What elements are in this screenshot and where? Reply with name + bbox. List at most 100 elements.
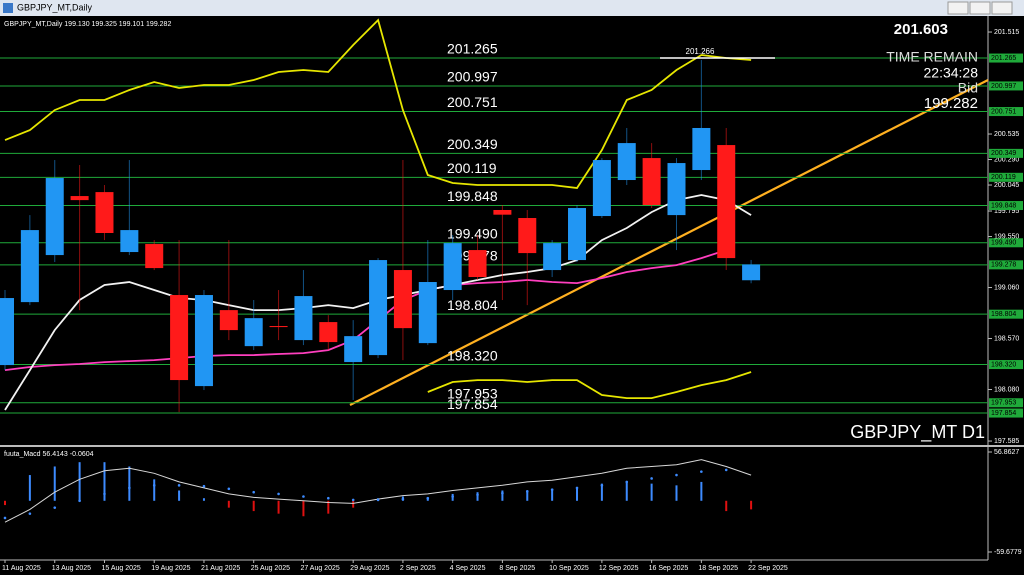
candle-body — [145, 244, 164, 269]
signal-dot — [451, 495, 454, 498]
histogram-bar — [28, 475, 31, 501]
y-tick-label: 198.080 — [994, 386, 1019, 393]
candle-body — [0, 298, 14, 366]
candle-body — [667, 163, 686, 216]
level-box — [989, 309, 1023, 319]
level-label: 199.490 — [447, 225, 498, 241]
signal-dot — [152, 484, 156, 487]
level-label: 200.349 — [447, 136, 498, 152]
candle-body — [319, 322, 338, 343]
y-tick-label: 199.060 — [994, 284, 1019, 291]
level-label: 200.751 — [447, 94, 498, 110]
histogram-bar — [227, 500, 230, 508]
histogram-bar — [252, 500, 255, 512]
level-box — [989, 172, 1023, 182]
y-tick-label: 199.795 — [994, 208, 1019, 215]
candle-body — [344, 336, 363, 363]
signal-dot — [724, 468, 728, 472]
x-tick-label: 2 Sep 2025 — [400, 565, 436, 572]
x-tick-label: 15 Aug 2025 — [101, 565, 140, 572]
x-tick-label: 16 Sep 2025 — [649, 565, 689, 572]
indicator-line — [4, 249, 727, 371]
histogram-bar — [327, 500, 330, 514]
candle-body — [543, 243, 562, 271]
candle-body — [393, 270, 412, 329]
minimize-button[interactable] — [947, 1, 969, 15]
level-box-label: 199.490 — [991, 240, 1016, 247]
level-label: 198.320 — [447, 347, 498, 363]
symbol-period: GBPJPY_MT D1 — [850, 422, 985, 443]
histogram-bar — [53, 466, 56, 501]
x-tick-label: 12 Sep 2025 — [599, 565, 639, 572]
candle-body — [294, 296, 313, 341]
level-label: 200.119 — [447, 160, 497, 176]
histogram-bar — [277, 500, 280, 514]
candle-body — [194, 295, 213, 387]
signal-dot — [277, 492, 280, 496]
histogram-bar — [128, 466, 131, 501]
main-plot — [0, 16, 988, 445]
signal-dot — [351, 498, 355, 502]
histogram-bar — [576, 487, 579, 501]
signal-dot — [525, 490, 529, 493]
y-tick-label: 200.290 — [994, 156, 1019, 163]
signal-dot — [227, 487, 231, 491]
candle-body — [717, 145, 736, 259]
histogram-bar — [476, 492, 479, 501]
candle-body — [568, 208, 587, 261]
level-box-label: 200.349 — [991, 150, 1016, 157]
signal-dot — [103, 492, 106, 496]
level-box-label: 198.804 — [991, 311, 1016, 318]
y-tick-label: 198.570 — [994, 335, 1019, 342]
candle-body — [642, 158, 661, 206]
signal-dot — [78, 499, 81, 503]
level-box-label: 198.320 — [991, 361, 1016, 368]
level-box-label: 199.278 — [991, 262, 1016, 269]
signal-dot — [28, 512, 32, 515]
signal-dot — [675, 473, 678, 477]
candle-body — [443, 243, 462, 291]
candle-body — [244, 318, 263, 347]
candle-body — [468, 250, 487, 278]
signal-dot — [501, 491, 504, 495]
signal-dot — [550, 488, 554, 491]
level-box-label: 200.751 — [991, 108, 1016, 115]
candle-body — [120, 230, 139, 253]
window-icon — [3, 3, 13, 13]
level-box-label: 201.265 — [991, 55, 1016, 62]
level-box-label: 200.997 — [991, 83, 1016, 90]
level-box — [989, 53, 1023, 63]
close-button[interactable] — [991, 1, 1013, 15]
histogram-bar — [103, 462, 106, 501]
x-tick-label: 21 Aug 2025 — [201, 565, 240, 572]
indicator-line — [4, 18, 752, 189]
maximize-button[interactable] — [969, 1, 991, 15]
level-box-label: 200.119 — [991, 174, 1016, 181]
indicator-line — [427, 371, 752, 399]
signal-dot — [53, 506, 57, 509]
histogram-bar — [625, 481, 628, 501]
level-box-label: 199.848 — [991, 202, 1016, 209]
level-box — [989, 148, 1023, 158]
histogram-bar — [725, 500, 728, 512]
x-tick-label: 25 Aug 2025 — [251, 565, 290, 572]
level-box — [989, 408, 1023, 418]
signal-dot — [575, 486, 579, 490]
y-tick-label: 199.550 — [994, 233, 1019, 240]
y-tick-label: 200.535 — [994, 131, 1019, 138]
candle-body — [219, 310, 238, 331]
level-box — [989, 398, 1023, 408]
macd-line — [4, 459, 752, 523]
symbol-info: GBPJPY_MT,Daily 199.130 199.325 199.101 … — [4, 21, 171, 28]
signal-dot — [650, 477, 653, 480]
histogram-bar — [501, 490, 504, 501]
histogram-bar — [352, 500, 355, 508]
candle-body — [95, 192, 114, 233]
candle-body — [269, 326, 288, 328]
level-label: 201.265 — [447, 41, 498, 57]
signal-dot — [202, 484, 206, 488]
signal-dot — [128, 486, 131, 490]
signal-dot — [177, 484, 181, 487]
